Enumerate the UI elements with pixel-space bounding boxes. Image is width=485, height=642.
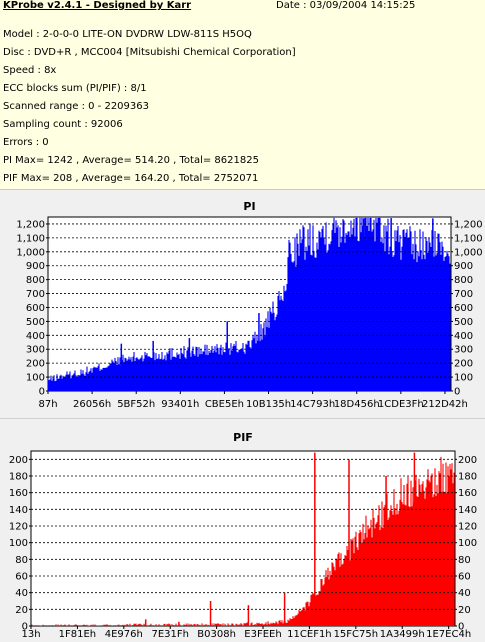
y-tick-label-right: 800 <box>454 275 473 286</box>
y-tick-label-left: 100 <box>26 373 45 384</box>
y-tick-label-right: 20 <box>458 605 471 616</box>
x-tick-label: 14C793h <box>290 399 335 410</box>
y-tick-label-left: 200 <box>9 455 28 466</box>
y-tick-label-left: 600 <box>26 303 45 314</box>
y-tick-label-right: 1,200 <box>454 219 483 230</box>
y-tick-label-right: 0 <box>454 387 460 398</box>
ecc-line: ECC blocks sum (PI/PIF) : 8/1 <box>3 83 147 94</box>
y-tick-label-right: 900 <box>454 261 473 272</box>
y-tick-label-left: 40 <box>15 588 28 599</box>
y-tick-label-left: 400 <box>26 331 45 342</box>
x-tick-label: 87h <box>38 399 57 410</box>
y-tick-label-left: 80 <box>15 555 28 566</box>
y-tick-label-right: 60 <box>458 572 471 583</box>
x-tick-label: E3FEEh <box>244 629 281 640</box>
y-tick-label-right: 1,100 <box>454 233 483 244</box>
y-tick-label-left: 60 <box>15 572 28 583</box>
x-tick-label: 212D42h <box>422 399 468 410</box>
y-tick-label-left: 500 <box>26 317 45 328</box>
x-tick-label: 18D456h <box>334 399 380 410</box>
pi-stats-line: PI Max= 1242 , Average= 514.20 , Total= … <box>3 155 259 166</box>
y-tick-label-left: 1,000 <box>16 247 45 258</box>
y-tick-label-left: 800 <box>26 275 45 286</box>
x-tick-label: 7E31Fh <box>151 629 189 640</box>
x-tick-label: 11CEF1h <box>287 629 331 640</box>
errors-line: Errors : 0 <box>3 137 49 148</box>
chart-title: PI <box>243 200 255 213</box>
y-tick-label-left: 1,200 <box>16 219 45 230</box>
y-tick-label-left: 200 <box>26 359 45 370</box>
series-area <box>47 217 451 391</box>
y-tick-label-right: 300 <box>454 345 473 356</box>
x-tick-label: CBE5Eh <box>205 399 244 410</box>
x-tick-label: 26056h <box>73 399 111 410</box>
y-tick-label-left: 900 <box>26 261 45 272</box>
y-tick-label-left: 700 <box>26 289 45 300</box>
y-tick-label-left: 140 <box>9 505 28 516</box>
scan-date: Date : 03/09/2004 14:15:25 <box>276 0 416 11</box>
x-tick-label: 1CDE3Fh <box>378 399 424 410</box>
y-tick-label-left: 100 <box>9 538 28 549</box>
sampling-count-line: Sampling count : 92006 <box>3 119 123 130</box>
x-tick-label: 93401h <box>161 399 199 410</box>
x-tick-label: 1F81Eh <box>59 629 97 640</box>
y-tick-label-right: 500 <box>454 317 473 328</box>
x-tick-label: 10B135h <box>246 399 291 410</box>
y-tick-label-right: 80 <box>458 555 471 566</box>
y-tick-label-right: 200 <box>454 359 473 370</box>
chart-divider[interactable] <box>0 418 485 425</box>
y-tick-label-right: 700 <box>454 289 473 300</box>
x-tick-label: 5BF52h <box>117 399 155 410</box>
model-line: Model : 2-0-0-0 LITE-ON DVDRW LDW-811S H… <box>3 29 252 40</box>
y-tick-label-right: 100 <box>454 373 473 384</box>
pif-chart-panel: PIF 0 0 20 20 40 40 60 60 80 80 100 100 120 120 140 140 1… <box>0 425 485 642</box>
y-tick-label-left: 1,100 <box>16 233 45 244</box>
x-tick-label: 15FC75h <box>334 629 379 640</box>
y-tick-label-left: 0 <box>39 387 45 398</box>
y-tick-label-right: 140 <box>458 505 477 516</box>
separator <box>0 190 485 197</box>
y-tick-label-right: 600 <box>454 303 473 314</box>
pi-chart: PI 0 0 100 100 200 200 300 300 400 400 500 500 600 600… <box>16 200 483 410</box>
y-tick-label-right: 180 <box>458 472 477 483</box>
disc-line: Disc : DVD+R , MCC004 [Mitsubishi Chemic… <box>3 47 296 58</box>
y-tick-label-right: 40 <box>458 588 471 599</box>
y-tick-label-left: 300 <box>26 345 45 356</box>
chart-title: PIF <box>233 431 253 444</box>
x-tick-label: 1A3499h <box>380 629 425 640</box>
y-tick-label-right: 400 <box>454 331 473 342</box>
pif-stats-line: PIF Max= 208 , Average= 164.20 , Total= … <box>3 173 259 184</box>
pi-chart-panel: PI 0 0 100 100 200 200 300 300 400 400 500 500 600 600… <box>0 197 485 418</box>
y-tick-label-right: 100 <box>458 538 477 549</box>
y-tick-label-left: 120 <box>9 522 28 533</box>
y-tick-label-right: 0 <box>458 622 464 633</box>
y-tick-label-right: 160 <box>458 488 477 499</box>
y-tick-label-right: 200 <box>458 455 477 466</box>
app-title: KProbe v2.4.1 - Designed by Karr <box>3 0 192 11</box>
info-panel: KProbe v2.4.1 - Designed by Karr Date : … <box>0 0 485 190</box>
y-tick-label-right: 120 <box>458 522 477 533</box>
y-tick-label-left: 160 <box>9 488 28 499</box>
x-tick-label: 13h <box>21 629 40 640</box>
scanned-range-line: Scanned range : 0 - 2209363 <box>3 101 149 112</box>
pif-chart: PIF 0 0 20 20 40 40 60 60 80 80 100 100 120 120 140 140 1… <box>9 431 477 640</box>
y-tick-label-left: 0 <box>22 622 28 633</box>
x-tick-label: 1E7EC4h <box>426 629 471 640</box>
x-tick-label: B0308h <box>197 629 236 640</box>
y-tick-label-left: 180 <box>9 472 28 483</box>
y-tick-label-right: 1,000 <box>454 247 483 258</box>
speed-line: Speed : 8x <box>3 65 57 76</box>
x-tick-label: 4E976h <box>105 629 143 640</box>
y-tick-label-left: 20 <box>15 605 28 616</box>
